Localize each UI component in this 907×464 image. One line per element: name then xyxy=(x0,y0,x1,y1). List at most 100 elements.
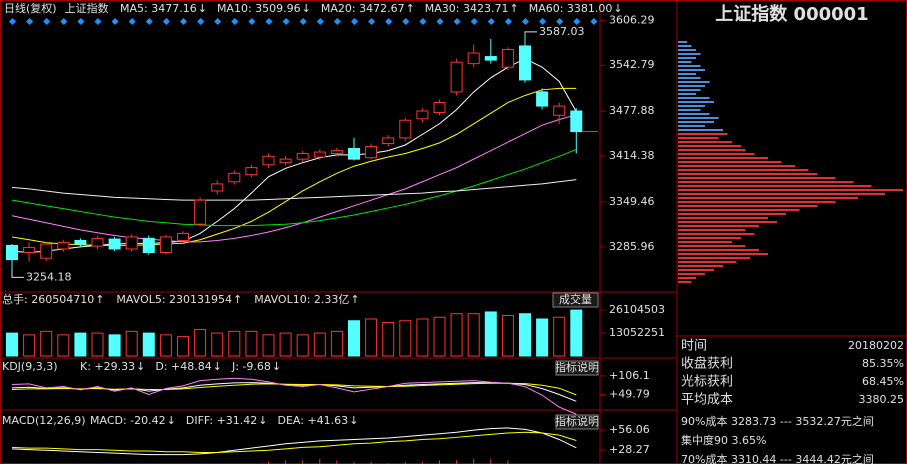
signal-diamond xyxy=(214,17,222,26)
candle-body xyxy=(108,238,121,250)
volume-bar xyxy=(74,332,87,357)
candle-body xyxy=(416,110,429,120)
ma-line xyxy=(11,58,577,254)
annotation: 3587.03 xyxy=(539,25,585,38)
volume-bar xyxy=(450,313,463,357)
annotation-leader xyxy=(524,31,537,34)
candle-body xyxy=(194,199,207,225)
y-tick-label: +49.79 xyxy=(609,388,650,401)
candle-body xyxy=(570,110,583,133)
volume-bar xyxy=(194,329,207,357)
legend-trend: ↓ xyxy=(198,2,207,15)
signal-diamond xyxy=(350,17,359,26)
info-line: 70%成本 3310.44 --- 3444.42元之间 xyxy=(681,452,874,464)
legend-label: MA10: 3509.96 xyxy=(217,2,301,15)
signal-diamond xyxy=(145,17,153,26)
legend-label: K: +29.33 xyxy=(80,360,135,373)
signal-diamond xyxy=(282,17,290,26)
y-tick-label: +106.1 xyxy=(609,369,650,382)
volume-bar xyxy=(177,336,189,357)
button[interactable] xyxy=(552,292,599,308)
candle-body xyxy=(313,151,326,158)
y-tick-label: 3606.29 xyxy=(609,13,655,26)
volume-bar xyxy=(501,314,514,357)
button[interactable] xyxy=(555,360,599,376)
candle-body xyxy=(365,145,378,159)
volume-bar xyxy=(6,332,18,357)
info-label: 光标获利 xyxy=(681,375,733,390)
signal-diamond xyxy=(248,17,256,26)
candle-body xyxy=(91,237,104,247)
volume-bar xyxy=(211,332,224,357)
volume-bar xyxy=(296,334,309,357)
legend-trend: ↓ xyxy=(272,360,281,373)
legend-trend: ↓ xyxy=(613,2,622,15)
volume-bar xyxy=(23,334,36,357)
period: 日线(复权) xyxy=(4,1,57,15)
info-label: 时间 xyxy=(681,339,707,354)
volume-bar xyxy=(91,332,104,357)
signal-diamond xyxy=(402,17,410,26)
volume-bar xyxy=(433,316,446,357)
legend-label: MACD: -20.42 xyxy=(90,414,166,427)
info-label: 平均成本 xyxy=(681,393,733,408)
signal-diamond xyxy=(316,17,324,26)
y-tick-label: 3349.46 xyxy=(609,195,655,208)
signal-diamond xyxy=(43,17,51,26)
y-tick-label: 13052251 xyxy=(609,326,665,339)
signal-diamond xyxy=(504,17,512,26)
candle-body xyxy=(74,239,87,245)
volume-trend: ↑ xyxy=(233,293,242,306)
signal-diamond xyxy=(453,17,461,26)
button-label[interactable]: 成交量 xyxy=(559,292,592,306)
button-label[interactable]: 指标说明 xyxy=(555,414,599,428)
volume-bar xyxy=(108,334,121,357)
volume-bar xyxy=(467,313,480,357)
button[interactable] xyxy=(555,414,599,430)
volume-bar xyxy=(484,311,497,357)
legend-label: MA30: 3423.71 xyxy=(425,2,509,15)
y-tick-label: +28.27 xyxy=(609,443,650,456)
signal-diamond xyxy=(573,17,581,26)
y-tick-label: 3542.79 xyxy=(609,58,655,71)
signal-diamond xyxy=(590,17,598,26)
candle-body xyxy=(348,148,360,160)
volume-bar xyxy=(279,332,292,357)
candle-body xyxy=(228,172,241,183)
volume-bar xyxy=(536,318,549,357)
ma-line xyxy=(11,148,577,227)
indicator-title: MACD(12,26,9) xyxy=(2,414,86,427)
info-value: 20180202 xyxy=(848,339,904,352)
candle-body xyxy=(433,102,446,113)
volume-bar xyxy=(262,334,275,357)
candle-body xyxy=(262,155,275,166)
button-label[interactable]: 指标说明 xyxy=(555,360,599,374)
signal-diamond xyxy=(470,17,478,26)
signal-diamond xyxy=(179,17,188,26)
volume-bar xyxy=(57,334,70,357)
signal-diamond xyxy=(197,17,205,26)
signal-diamond xyxy=(539,17,547,26)
candle-body xyxy=(501,48,514,68)
candle-body xyxy=(142,237,155,254)
volume-trend: ↑ xyxy=(95,293,104,306)
signal-diamond xyxy=(94,17,102,26)
signal-diamond xyxy=(8,17,17,26)
indicator-line xyxy=(11,427,577,456)
signal-diamond xyxy=(111,17,119,26)
ma-line xyxy=(11,87,577,246)
signal-diamond xyxy=(333,17,341,26)
y-tick-label: +56.06 xyxy=(609,423,650,436)
signal-diamond xyxy=(60,17,68,26)
volume-label: MAVOL5: 230131954 xyxy=(116,293,232,306)
legend-label: J: -9.68 xyxy=(231,360,271,373)
candle-body xyxy=(296,152,309,160)
chart-title: 上证指数 xyxy=(65,1,109,15)
volume-bar xyxy=(348,320,360,357)
volume-bar xyxy=(159,334,172,357)
candle-body xyxy=(40,243,53,259)
legend-label: DIFF: +31.42 xyxy=(186,414,257,427)
signal-diamond xyxy=(521,17,530,26)
info-value: 3380.25 xyxy=(859,393,905,406)
volume-label: MAVOL10: 2.33亿 xyxy=(254,293,349,306)
